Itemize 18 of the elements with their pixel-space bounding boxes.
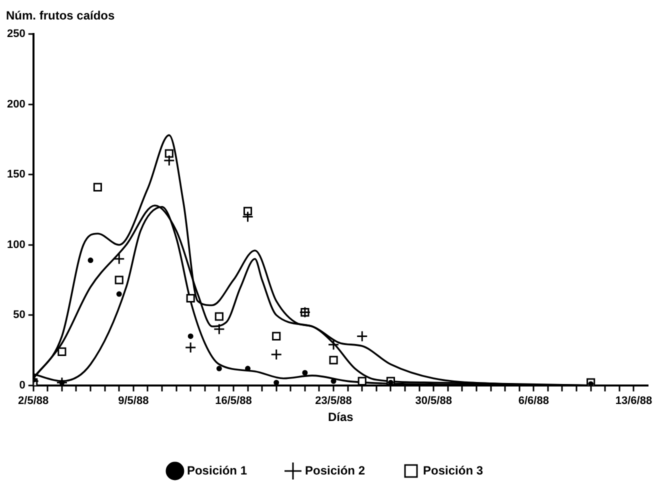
x-tick-label: 9/5/88 [118,395,149,408]
y-tick-label: 0 [19,379,26,392]
x-tick-label: 13/6/88 [615,395,652,408]
y-tick-label: 200 [6,98,26,110]
y-tick-label: 250 [6,28,26,40]
x-tick-label: 23/5/88 [315,395,352,408]
x-tick-label: 30/5/88 [415,395,452,408]
x-tick-label: 16/5/88 [215,395,252,408]
legend-label: Posición 1 [186,463,248,478]
y-tick-label: 100 [6,238,26,251]
legend-label: Posición 2 [304,463,366,478]
y-tick-label: 150 [6,168,26,181]
x-tick-label: 2/5/88 [18,395,49,408]
legend-label: Posición 3 [423,463,484,478]
x-tick-label: 6/6/88 [518,395,549,408]
y-axis-title: Núm. frutos caídos [6,8,116,22]
y-tick-label: 50 [13,309,26,322]
x-axis-title: Días [328,410,354,424]
